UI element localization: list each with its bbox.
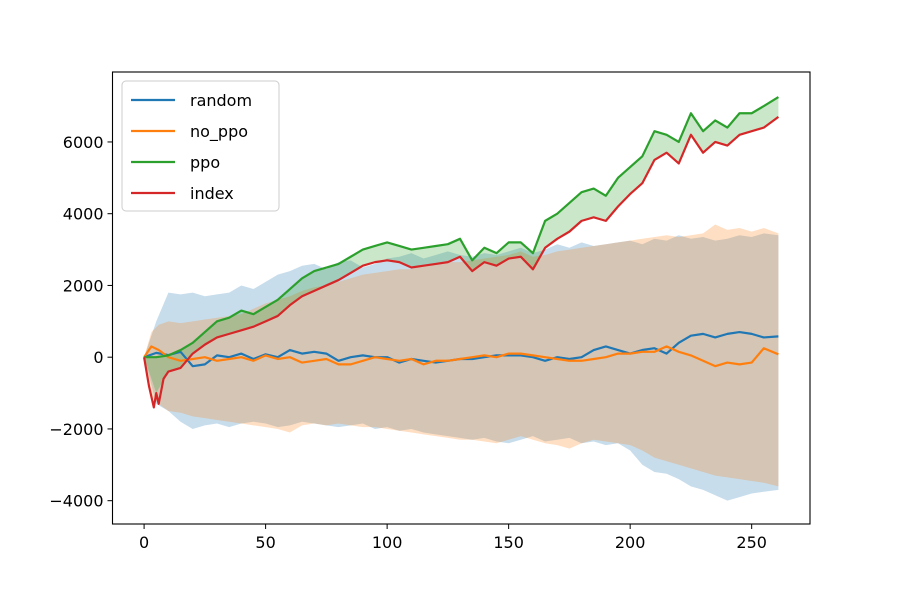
series-lines	[143, 96, 780, 409]
x-tick-label: 100	[372, 533, 403, 552]
series-line-no-ppo	[143, 345, 779, 368]
y-axis: −4000 −2000 0 2000 4000 6000	[49, 133, 113, 511]
confidence-bands	[144, 97, 779, 501]
y-tick-label: 2000	[63, 276, 104, 295]
legend-label-ppo: ppo	[190, 153, 220, 172]
x-tick-label: 150	[493, 533, 524, 552]
y-tick-label: 0	[93, 348, 103, 367]
series-line-index	[143, 115, 780, 409]
y-tick-label: 6000	[63, 133, 104, 152]
y-tick-label: −4000	[49, 492, 103, 511]
band-random	[144, 233, 779, 501]
plot-frame	[111, 71, 811, 525]
x-tick-label: 250	[736, 533, 767, 552]
x-axis: 0 50 100 150 200 250	[139, 524, 767, 552]
legend-label-no-ppo: no_ppo	[190, 122, 248, 142]
series-line-ppo	[144, 96, 779, 359]
band-ppo	[144, 97, 779, 394]
legend-box	[121, 80, 280, 212]
x-tick-label: 200	[615, 533, 646, 552]
y-tick-label: −2000	[49, 420, 103, 439]
y-tick-label: 4000	[63, 205, 104, 224]
legend-label-index: index	[190, 184, 234, 203]
band-no-ppo	[144, 224, 779, 487]
legend-label-random: random	[190, 91, 252, 110]
x-tick-label: 50	[255, 533, 275, 552]
x-tick-label: 0	[139, 533, 149, 552]
